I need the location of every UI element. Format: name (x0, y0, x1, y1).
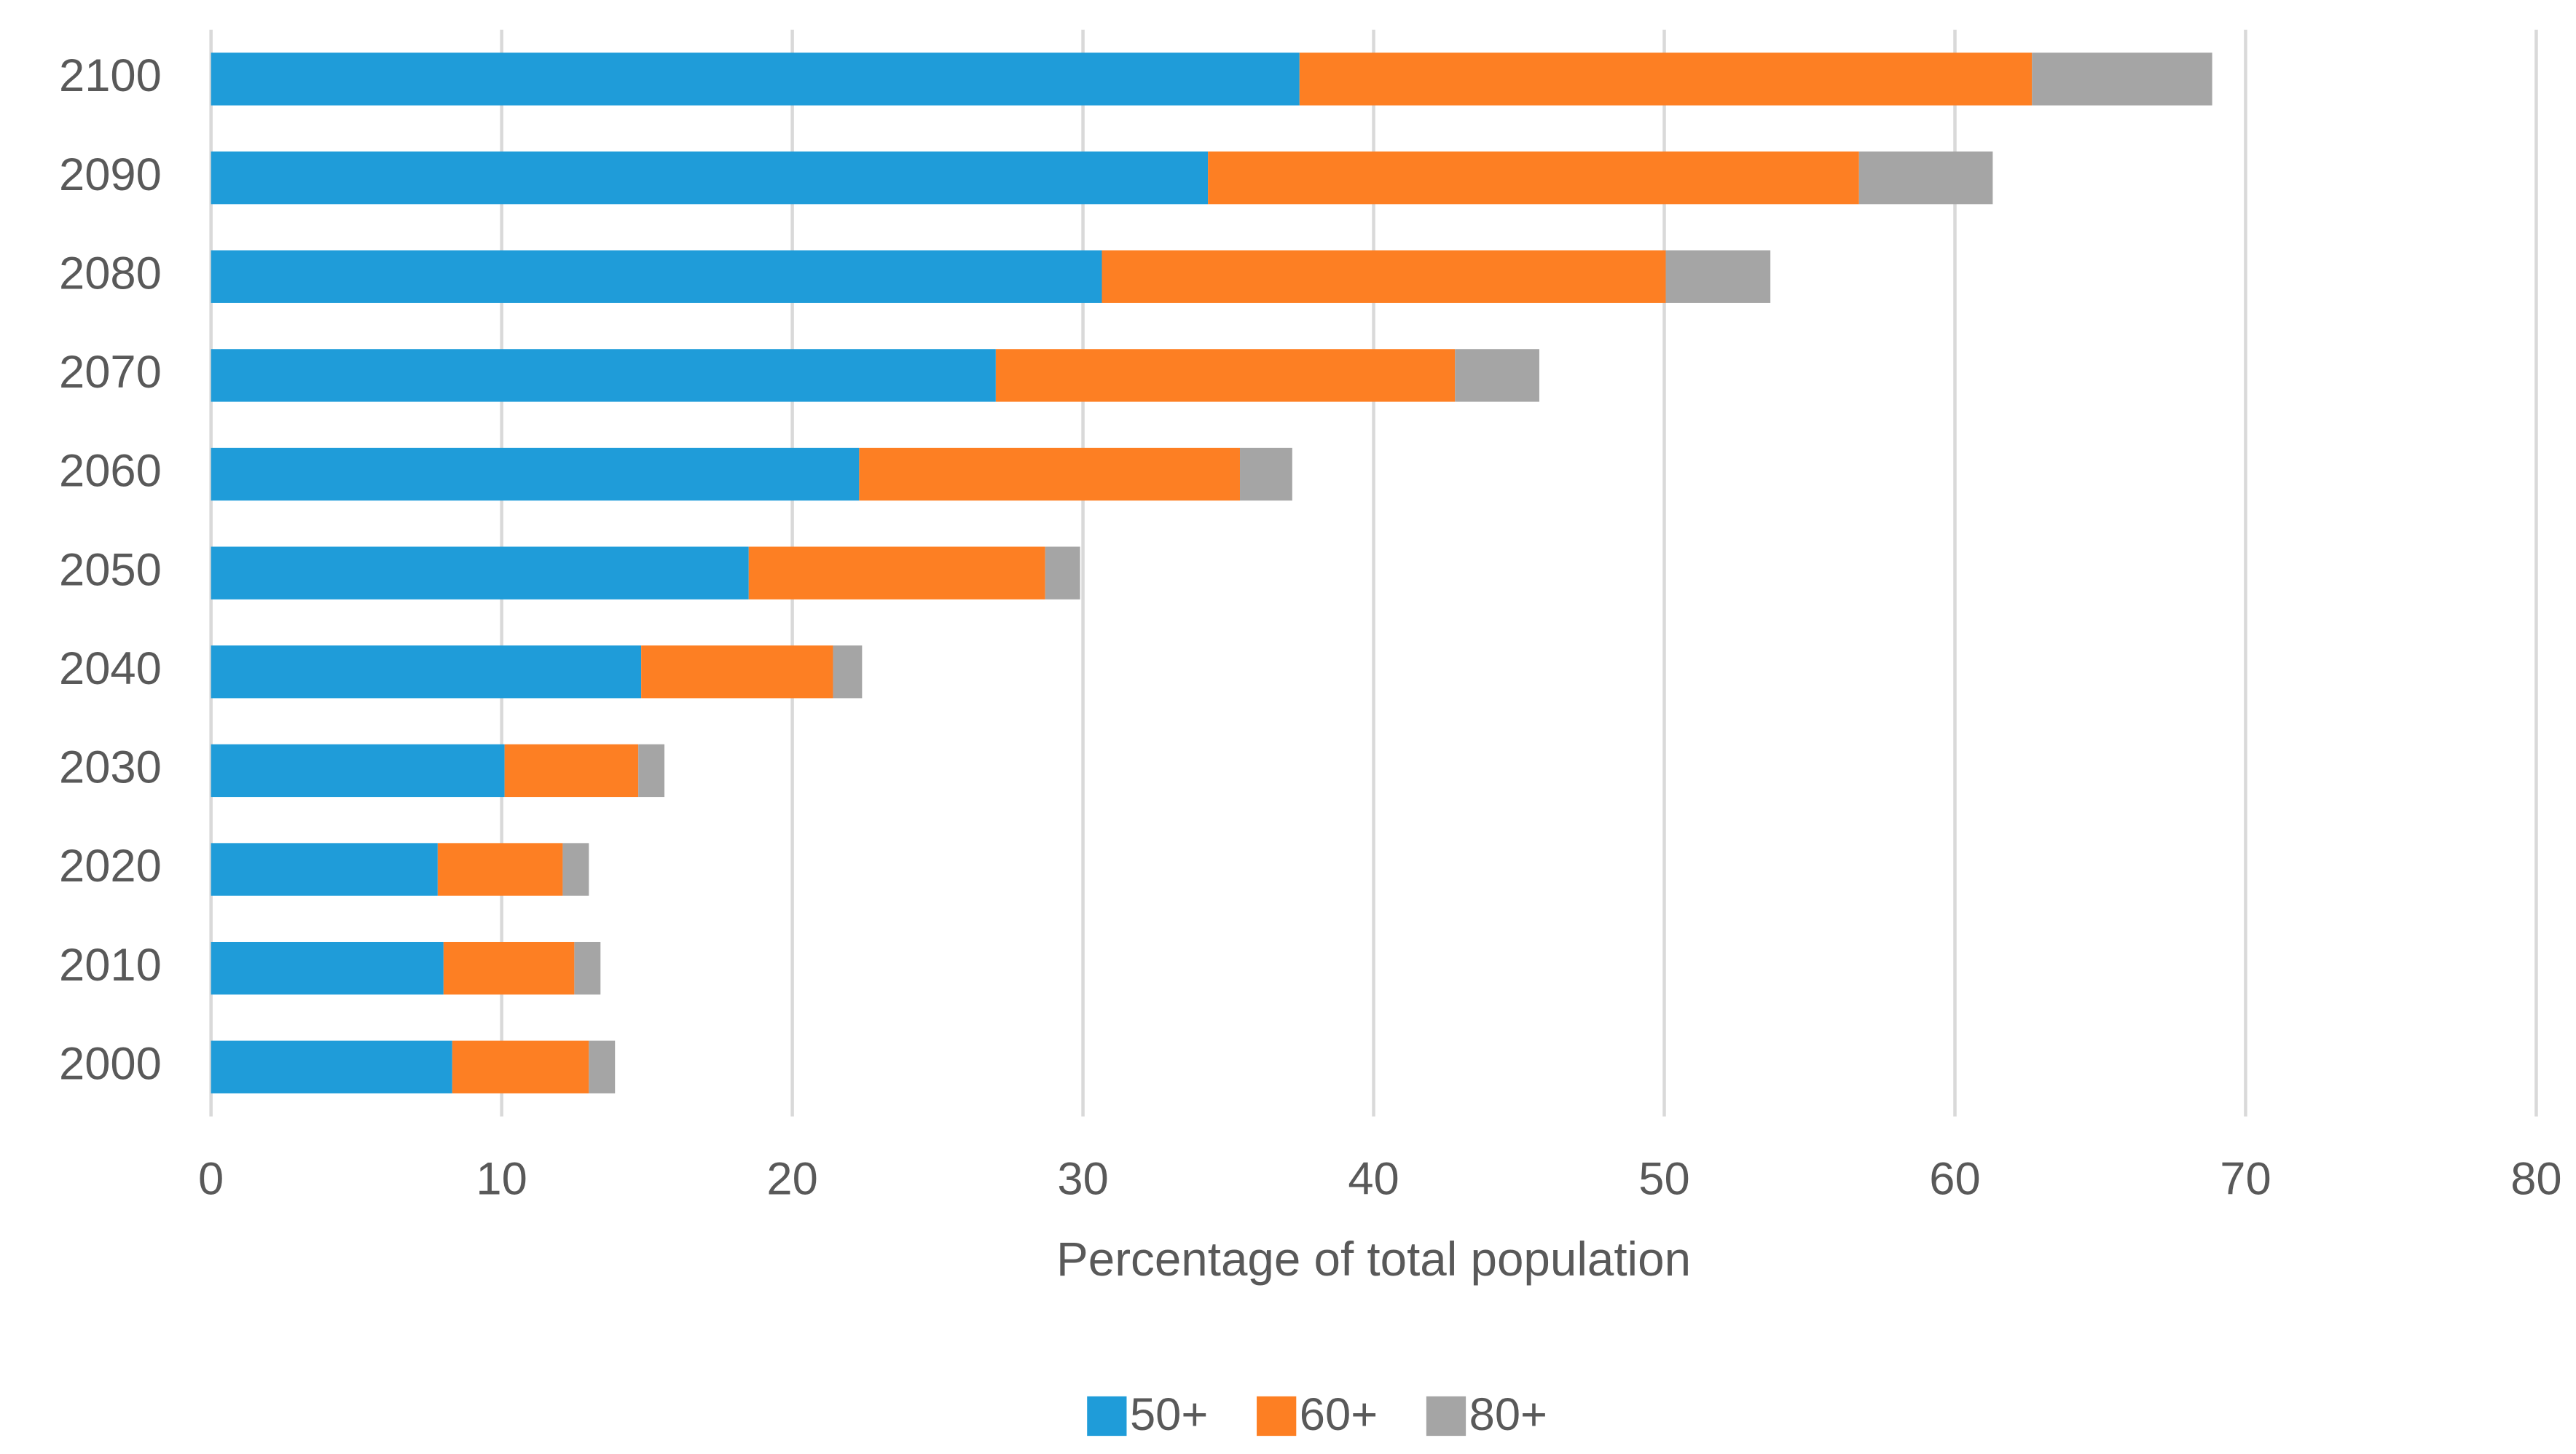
bar-segment (211, 744, 505, 798)
y-tick-label: 2070 (59, 347, 162, 398)
bar-segment (995, 349, 1456, 402)
bar-segment (859, 447, 1241, 501)
legend-swatch (1426, 1396, 1466, 1437)
bar-segment (211, 349, 996, 402)
bar-segment (638, 744, 665, 798)
bar-segment (574, 941, 601, 995)
x-tick-label: 10 (476, 1154, 527, 1205)
x-tick-label: 70 (2220, 1154, 2271, 1205)
y-tick-label: 2060 (59, 446, 162, 497)
bar-segment (833, 645, 863, 699)
y-tick-label: 2100 (59, 50, 162, 101)
bar-segment (211, 52, 1300, 106)
bar-segment (211, 1040, 452, 1093)
bar-segment (1240, 447, 1292, 501)
y-tick-label: 2010 (59, 940, 162, 991)
bar-segment (211, 645, 642, 699)
x-tick-label: 60 (1929, 1154, 1980, 1205)
x-tick-label: 0 (198, 1154, 224, 1205)
y-tick-label: 2000 (59, 1039, 162, 1090)
bar-segment (1102, 250, 1666, 303)
bar-segment (748, 546, 1045, 600)
bar-segment (211, 843, 438, 896)
bar-segment (589, 1040, 616, 1093)
y-tick-label: 2050 (59, 544, 162, 595)
bar-segment (211, 941, 444, 995)
x-tick-label: 40 (1348, 1154, 1399, 1205)
y-tick-label: 2080 (59, 248, 162, 299)
legend-swatch (1087, 1396, 1127, 1437)
bar-segment (452, 1040, 589, 1093)
legend-label: 80+ (1469, 1389, 1547, 1440)
y-tick-label: 2040 (59, 643, 162, 694)
legend-label: 50+ (1130, 1389, 1208, 1440)
bar-segment (2032, 52, 2212, 106)
x-tick-label: 80 (2510, 1154, 2561, 1205)
bar-segment (211, 546, 749, 600)
legend-swatch (1257, 1396, 1297, 1437)
x-axis-title: Percentage of total population (1056, 1233, 1691, 1286)
bar-segment (1208, 151, 1859, 205)
bar-segment (211, 151, 1209, 205)
bar-segment (504, 744, 639, 798)
x-tick-label: 50 (1638, 1154, 1689, 1205)
x-tick-label: 20 (766, 1154, 817, 1205)
bar-segment (641, 645, 833, 699)
bar-segment (1858, 151, 1993, 205)
bar-segment (443, 941, 575, 995)
legend-label: 60+ (1300, 1389, 1378, 1440)
bar-segment (562, 843, 589, 896)
bar-segment (437, 843, 563, 896)
bar-segment (1665, 250, 1771, 303)
y-tick-label: 2030 (59, 742, 162, 793)
bar-segment (211, 250, 1102, 303)
y-tick-label: 2020 (59, 841, 162, 892)
x-tick-label: 30 (1057, 1154, 1108, 1205)
y-tick-label: 2090 (59, 149, 162, 200)
bar-segment (211, 447, 860, 501)
bar-segment (1045, 546, 1080, 600)
bar-segment (1455, 349, 1539, 402)
bar-segment (1299, 52, 2033, 106)
